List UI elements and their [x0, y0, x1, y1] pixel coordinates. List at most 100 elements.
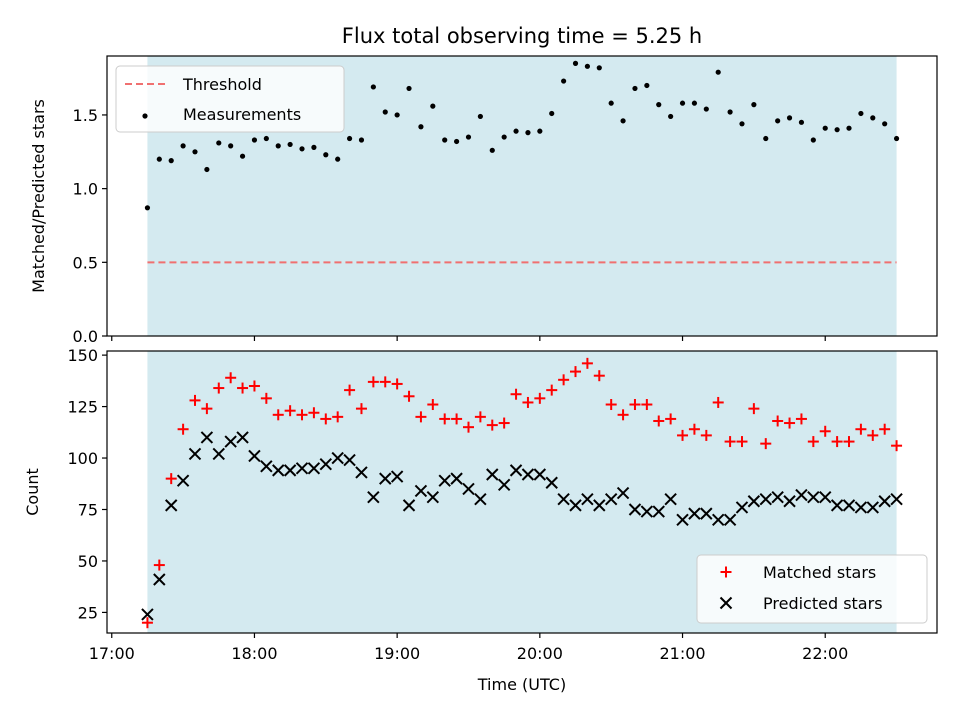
- measurements-point: [477, 113, 483, 120]
- measurements-point: [703, 106, 709, 112]
- x-tick-label: 17:00: [89, 644, 135, 663]
- measurements-point: [870, 115, 876, 121]
- predicted-stars-point: [676, 513, 689, 526]
- predicted-stars-point: [200, 431, 214, 444]
- matched-stars-point: [795, 413, 807, 425]
- predicted-stars-point: [438, 474, 451, 487]
- matched-stars-point: [653, 415, 665, 427]
- matched-stars-point: [320, 413, 332, 425]
- matched-stars-point: [558, 374, 570, 386]
- predicted-stars-point: [795, 488, 808, 502]
- matched-stars-point: [355, 403, 367, 415]
- measurements-point: [263, 135, 269, 142]
- measurements-point: [430, 103, 436, 109]
- measurements-point: [572, 60, 579, 66]
- predicted-stars-point: [236, 431, 249, 444]
- predicted-stars-point: [343, 453, 356, 467]
- measurements-point: [798, 119, 805, 125]
- measurements-point: [537, 128, 543, 134]
- y-tick-label: 1.5: [73, 106, 98, 125]
- measurements-point: [893, 135, 900, 142]
- measurements-point: [691, 100, 698, 106]
- predicted-stars-point: [664, 492, 677, 506]
- measurements-point: [335, 156, 341, 162]
- matched-stars-point: [177, 423, 189, 435]
- matched-stars-point: [486, 419, 498, 431]
- predicted-stars-point: [830, 499, 844, 512]
- predicted-stars-point: [545, 476, 558, 489]
- predicted-stars-point: [616, 486, 630, 500]
- predicted-stars-point: [260, 460, 273, 473]
- measurements-point: [311, 144, 317, 150]
- matched-stars-point: [141, 617, 153, 629]
- measurements-point: [156, 156, 162, 162]
- matched-stars-point: [462, 421, 474, 433]
- measurements-point: [465, 134, 472, 140]
- measurements-point: [346, 135, 353, 142]
- predicted-stars-point: [450, 472, 463, 485]
- matched-stars-point: [546, 384, 558, 396]
- predicted-stars-point: [355, 466, 368, 479]
- matched-stars-point: [843, 436, 855, 448]
- measurements-point: [715, 69, 721, 75]
- ratio-panel-frame: [106, 55, 938, 337]
- predicted-stars-point: [878, 495, 891, 508]
- matched-stars-point: [260, 392, 272, 404]
- measurements-point: [810, 137, 816, 143]
- predicted-stars-point: [533, 468, 547, 481]
- measurements-point: [251, 137, 258, 143]
- measurements-point: [644, 82, 650, 89]
- y-tick-label: 0.0: [73, 327, 98, 346]
- measurements-point: [358, 137, 365, 143]
- predicted-stars-point: [688, 507, 701, 520]
- legend-predicted-label: Predicted stars: [763, 594, 883, 613]
- legend-measurements-label: Measurements: [183, 105, 301, 124]
- predicted-stars-point: [628, 503, 642, 516]
- measurements-point: [144, 205, 151, 211]
- matched-stars-point: [641, 399, 653, 411]
- predicted-stars-point: [711, 513, 725, 526]
- matched-stars-point: [677, 429, 689, 441]
- measurements-point: [228, 143, 234, 149]
- measurements-point: [882, 121, 888, 127]
- y-tick-label: 125: [67, 398, 98, 417]
- matched-stars-point: [403, 390, 415, 402]
- measurements-point: [370, 84, 376, 90]
- matched-stars-point: [344, 384, 356, 396]
- measurements-point: [668, 113, 674, 120]
- matched-stars-point: [736, 436, 748, 448]
- x-tick-label: 18:00: [231, 644, 277, 663]
- predicted-stars-point: [331, 451, 344, 465]
- x-tick-label: 20:00: [517, 644, 563, 663]
- predicted-stars-point: [176, 474, 190, 487]
- predicted-stars-point: [759, 492, 772, 506]
- measurements-point: [453, 138, 460, 145]
- predicted-stars-point: [402, 499, 416, 512]
- matched-stars-point: [296, 409, 308, 421]
- legend-measurements-swatch: [142, 113, 148, 119]
- measurements-point: [501, 134, 507, 140]
- matched-stars-point: [439, 413, 451, 425]
- predicted-stars-point: [771, 490, 784, 504]
- matched-stars-point: [498, 417, 510, 429]
- predicted-stars-point: [307, 462, 321, 475]
- predicted-stars-point: [414, 484, 428, 498]
- matched-stars-point: [201, 403, 213, 415]
- matched-stars-point: [593, 370, 605, 382]
- measurements-point: [786, 115, 793, 121]
- matched-stars-point: [629, 399, 641, 411]
- matched-stars-point: [522, 396, 534, 408]
- predicted-stars-point: [426, 490, 440, 504]
- predicted-stars-point: [474, 492, 487, 506]
- matched-stars-point: [748, 403, 760, 415]
- matched-stars-point: [153, 559, 165, 571]
- measurements-point: [834, 127, 840, 133]
- x-tick-label: 21:00: [659, 644, 705, 663]
- y-tick-label: 0.5: [73, 253, 98, 272]
- matched-stars-point: [581, 357, 593, 369]
- y-tick-label: 25: [78, 603, 98, 622]
- predicted-stars-point: [141, 608, 154, 621]
- matched-stars-point: [510, 388, 522, 400]
- measurements-point: [596, 65, 602, 71]
- x-tick-label: 19:00: [374, 644, 420, 663]
